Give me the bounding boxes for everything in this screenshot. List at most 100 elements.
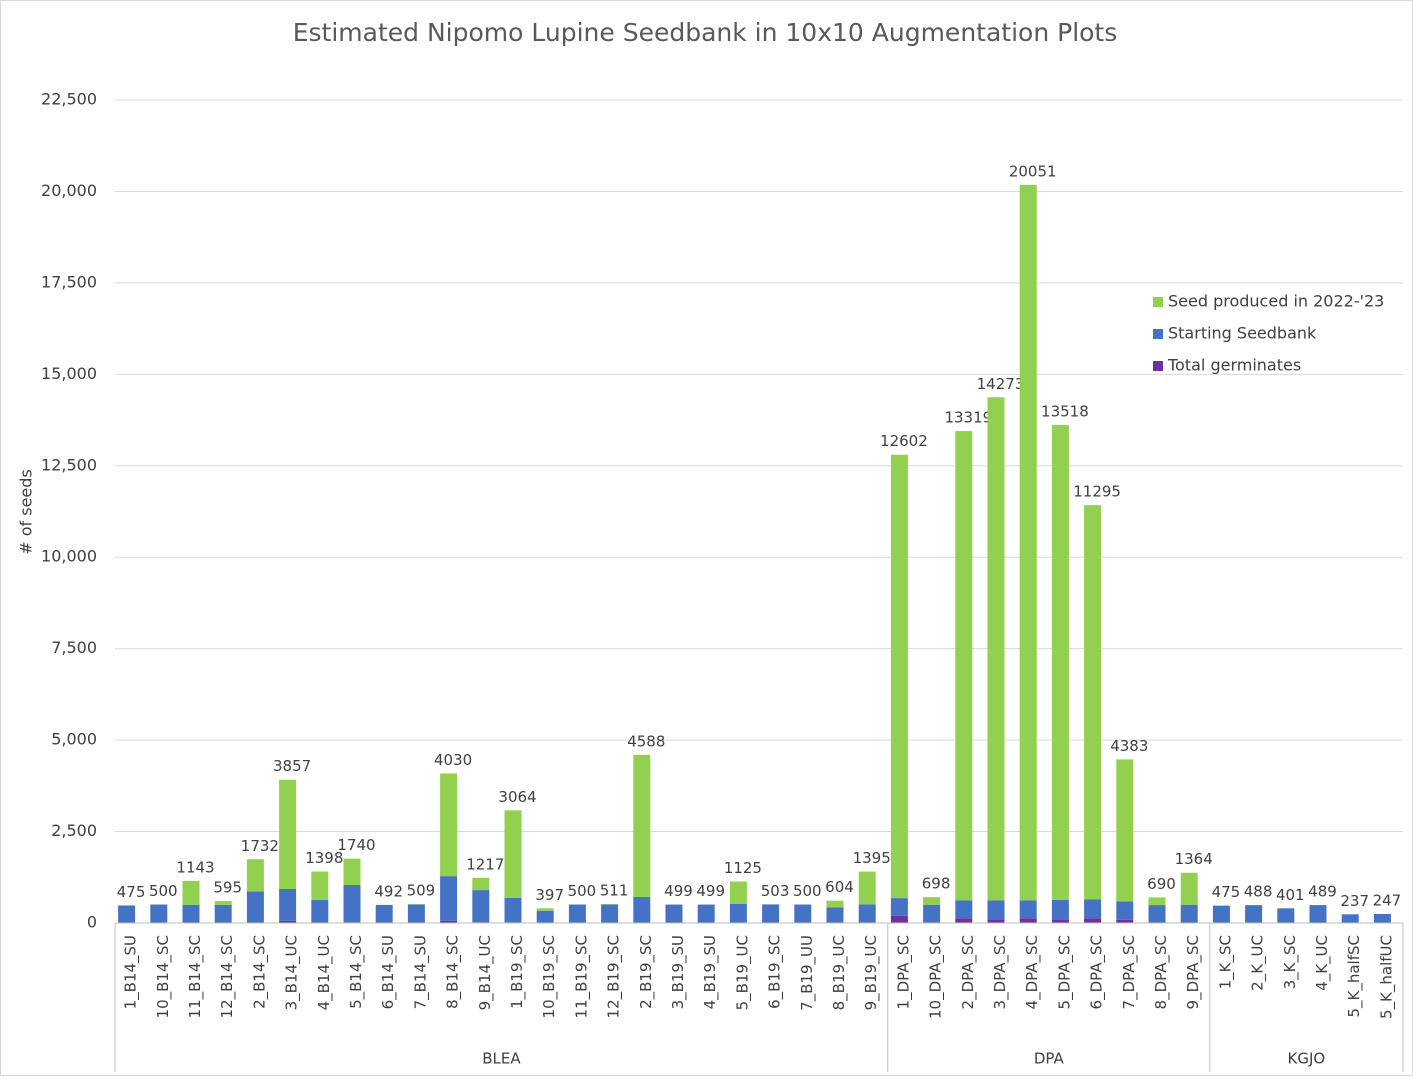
chart-title: Estimated Nipomo Lupine Seedbank in 10x1… <box>293 18 1118 47</box>
y-tick-label: 0 <box>87 913 97 932</box>
x-tick-label: 5_DPA_SC <box>1055 935 1074 1009</box>
bar-segment <box>666 905 683 923</box>
x-tick-label: 3_B14_UC <box>283 935 302 1010</box>
x-tick-label: 12_B14_SC <box>218 935 237 1018</box>
bar-segment <box>215 905 232 923</box>
bar-segment <box>440 773 457 876</box>
bar-segment <box>762 904 779 922</box>
bar-segment <box>1020 900 1037 918</box>
x-tick-label: 1_K_SC <box>1216 935 1235 989</box>
bar-segment <box>827 907 844 922</box>
x-tick-label: 12_B19_SC <box>605 935 624 1018</box>
bar-segment <box>1020 918 1037 923</box>
legend-label: Seed produced in 2022-'23 <box>1168 292 1384 311</box>
bar-segment <box>1084 505 1101 899</box>
bar-segment <box>344 859 361 885</box>
bar-segment <box>1342 914 1359 923</box>
legend-swatch <box>1153 329 1163 339</box>
bar-segment <box>279 780 296 889</box>
bar-segment <box>569 905 586 923</box>
data-label: 509 <box>407 882 436 900</box>
data-label: 475 <box>1212 883 1241 901</box>
bar-segment <box>859 904 876 922</box>
x-tick-label: 11_B19_SC <box>572 935 591 1018</box>
group-label: KGJO <box>1288 1050 1326 1068</box>
bar-segment <box>633 897 650 923</box>
bar-segment <box>955 431 972 900</box>
bar-segment <box>183 881 200 905</box>
bar-segment <box>440 876 457 921</box>
data-label: 14273 <box>977 375 1025 393</box>
data-label: 1364 <box>1175 850 1213 868</box>
bar-segment <box>891 455 908 898</box>
x-tick-label: 4_B14_UC <box>315 935 334 1010</box>
bar-segment <box>1020 185 1037 900</box>
data-label: 247 <box>1373 891 1402 909</box>
x-tick-label: 5_B14_SC <box>347 935 366 1009</box>
x-tick-label: 5_K_halfSC <box>1345 935 1364 1018</box>
data-label: 1732 <box>241 837 279 855</box>
bar-segment <box>698 905 715 923</box>
x-tick-label: 3_K_SC <box>1281 935 1300 989</box>
bar-segment <box>730 904 747 923</box>
bar-segment <box>923 897 940 905</box>
x-tick-label: 1_B19_SC <box>508 935 527 1009</box>
x-tick-label: 7_B14_SU <box>411 935 430 1009</box>
bar-segment <box>1374 914 1391 923</box>
bar-segment <box>376 905 393 923</box>
x-tick-label: 2_B14_SC <box>250 935 269 1009</box>
bar-segment <box>1149 905 1166 923</box>
data-label: 237 <box>1340 892 1369 910</box>
bar-segment <box>537 911 554 923</box>
bar-segment <box>1084 918 1101 923</box>
data-label: 13319 <box>944 409 992 427</box>
bar-segment <box>537 908 554 910</box>
data-label: 489 <box>1308 883 1337 901</box>
x-tick-label: 1_DPA_SC <box>894 935 913 1009</box>
bar-segment <box>1116 901 1133 919</box>
data-label: 475 <box>117 883 146 901</box>
bar-segment <box>311 900 328 923</box>
data-label: 13518 <box>1041 402 1089 420</box>
data-label: 1217 <box>466 855 504 873</box>
bar-segment <box>891 898 908 916</box>
y-tick-label: 7,500 <box>51 638 97 657</box>
x-tick-label: 8_DPA_SC <box>1152 935 1171 1009</box>
bar-segment <box>1245 905 1262 923</box>
y-tick-label: 2,500 <box>51 821 97 840</box>
bar-segment <box>1052 919 1069 923</box>
x-tick-label: 7_B19_UU <box>798 935 817 1011</box>
x-tick-label: 10_B14_SC <box>154 935 173 1018</box>
x-tick-label: 2_K_UC <box>1249 935 1268 991</box>
data-label: 1125 <box>724 859 762 877</box>
x-tick-label: 9_B14_UC <box>476 935 495 1010</box>
x-tick-label: 7_DPA_SC <box>1120 935 1139 1009</box>
y-tick-label: 20,000 <box>41 181 97 200</box>
bar-segment <box>955 900 972 918</box>
bar-segment <box>1052 425 1069 900</box>
data-label: 4383 <box>1110 737 1148 755</box>
y-tick-label: 15,000 <box>41 364 97 383</box>
x-tick-label: 2_B19_SC <box>637 935 656 1009</box>
data-label: 499 <box>664 882 693 900</box>
bar-segment <box>505 898 522 923</box>
bar-segment <box>1149 897 1166 905</box>
bar-segment <box>1084 899 1101 918</box>
x-tick-label: 8_B14_SC <box>444 935 463 1009</box>
x-tick-label: 9_B19_UC <box>862 935 881 1010</box>
bar-segment <box>150 905 167 923</box>
bar-segment <box>988 900 1005 919</box>
bar-segment <box>891 916 908 923</box>
bar-segment <box>505 810 522 898</box>
y-axis-label: # of seeds <box>17 469 36 555</box>
bar-segment <box>633 755 650 897</box>
x-tick-label: 11_B14_SC <box>186 935 205 1018</box>
legend-label: Total germinates <box>1167 356 1301 375</box>
x-tick-label: 6_B19_SC <box>766 935 785 1009</box>
bar-segment <box>601 905 618 923</box>
bar-segment <box>408 905 425 923</box>
data-label: 1395 <box>853 849 891 867</box>
data-label: 397 <box>535 886 564 904</box>
bar-segment <box>794 905 811 923</box>
x-tick-label: 2_DPA_SC <box>959 935 978 1009</box>
